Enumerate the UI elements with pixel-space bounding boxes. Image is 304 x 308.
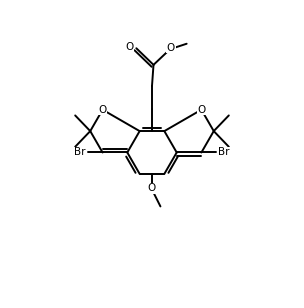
Text: O: O — [167, 43, 175, 53]
Text: Br: Br — [218, 148, 230, 157]
Text: O: O — [98, 105, 107, 115]
Text: O: O — [197, 105, 206, 115]
Text: O: O — [147, 183, 156, 193]
Text: O: O — [126, 42, 134, 52]
Text: Br: Br — [74, 148, 86, 157]
